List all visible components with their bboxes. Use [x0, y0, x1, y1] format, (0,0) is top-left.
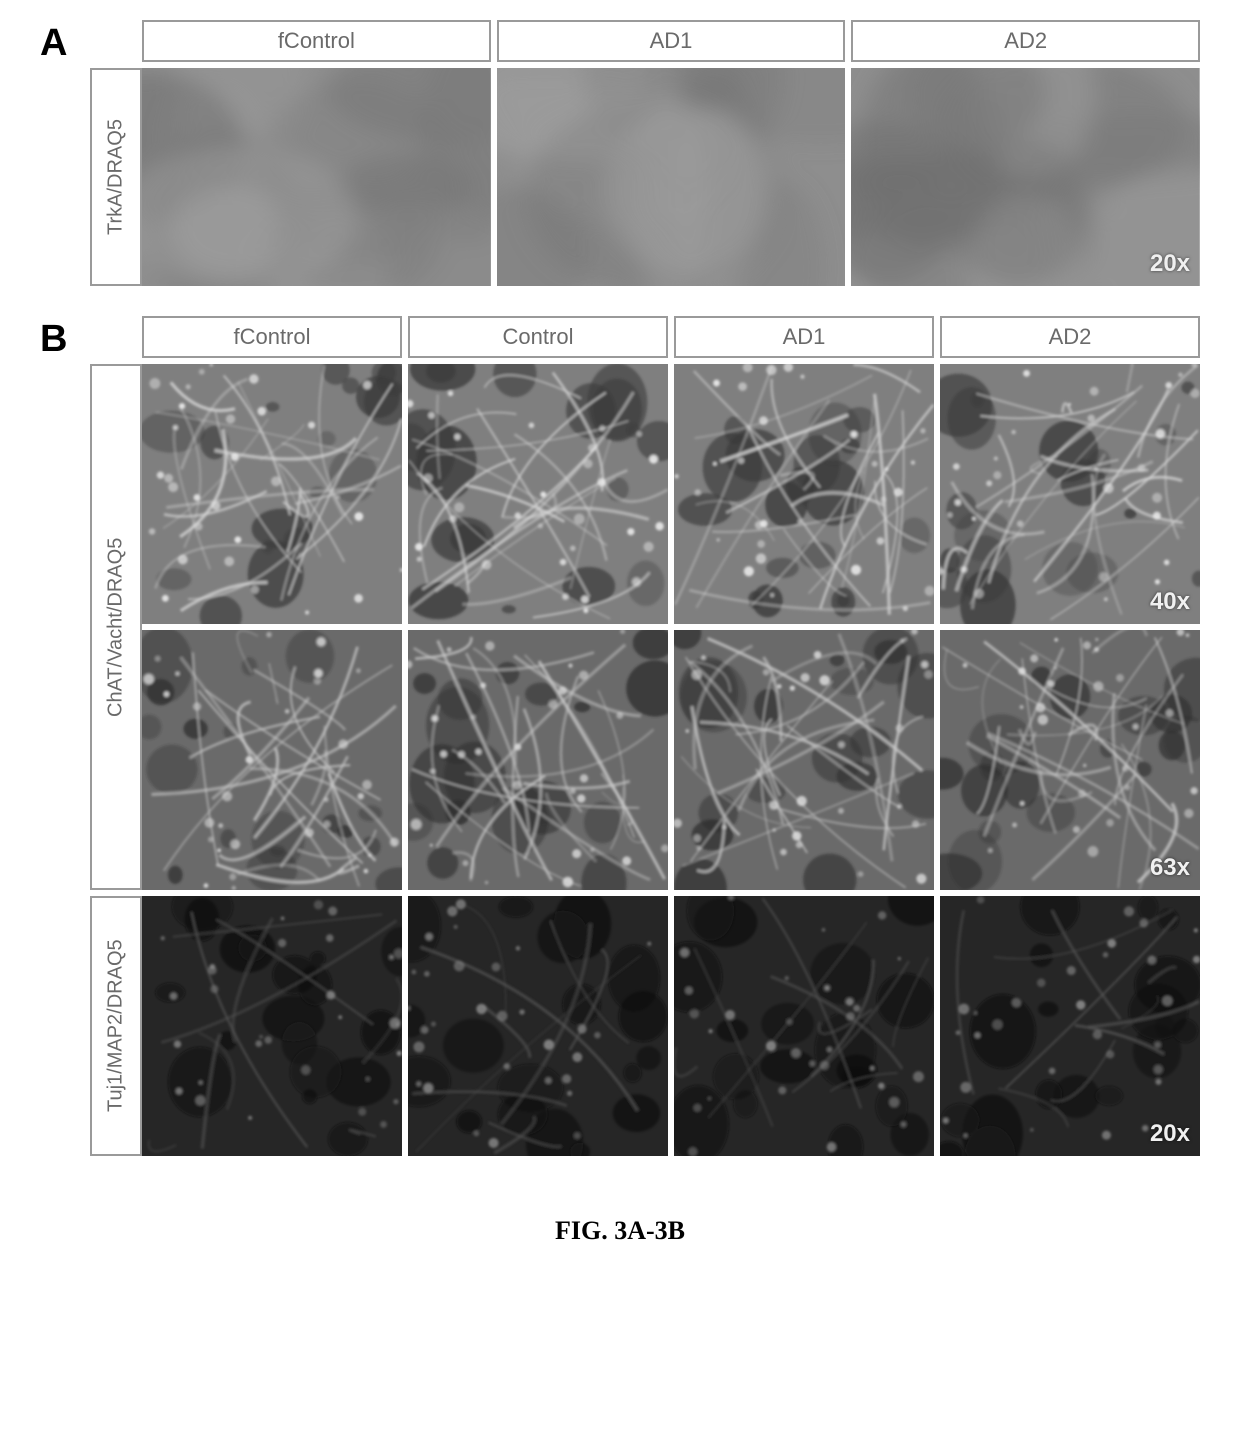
panel-b-col-header: AD1: [674, 316, 934, 358]
panel-b-col-header: Control: [408, 316, 668, 358]
panel-a-data-row: TrkA/DRAQ5 20x: [90, 68, 1200, 286]
panel-b-col-headers: fControlControlAD1AD2: [142, 316, 1200, 358]
panel-b-row-label: ChAT/Vacht/DRAQ5: [90, 364, 142, 890]
panel-b-letter: B: [40, 316, 90, 1156]
figure-container: A fControlAD1AD2 TrkA/DRAQ5 20x B fContr…: [40, 20, 1200, 1246]
panel-b-image-row: 63x: [142, 630, 1200, 890]
panel-b-header-row: fControlControlAD1AD2: [90, 316, 1200, 358]
panel-a-header-row: fControlAD1AD2: [90, 20, 1200, 62]
microscopy-cell: [142, 896, 402, 1156]
microscopy-cell: [408, 364, 668, 624]
panel-a-row-labels: TrkA/DRAQ5: [90, 68, 142, 286]
panel-a-body: fControlAD1AD2 TrkA/DRAQ5 20x: [90, 20, 1200, 286]
panel-a-row-label: TrkA/DRAQ5: [90, 68, 142, 286]
panel-b-col-header: fControl: [142, 316, 402, 358]
microscopy-cell: [497, 68, 846, 286]
microscopy-cell: [408, 896, 668, 1156]
panel-a-letter: A: [40, 20, 90, 286]
panel-b-data-row: ChAT/Vacht/DRAQ5 Tuj1/MAP2/DRAQ5 40x 63x 20…: [90, 364, 1200, 1156]
panel-b-image-row: 20x: [142, 896, 1200, 1156]
panel-a-col-headers: fControlAD1AD2: [142, 20, 1200, 62]
microscopy-cell: [674, 364, 934, 624]
microscopy-cell: [674, 896, 934, 1156]
microscopy-cell: [674, 630, 934, 890]
magnification-label: 40x: [1150, 588, 1190, 616]
panel-a-header-spacer: [90, 20, 142, 62]
panel-b-image-grid: 40x 63x 20x: [142, 364, 1200, 1156]
panel-b-image-row: 40x: [142, 364, 1200, 624]
microscopy-cell: [142, 364, 402, 624]
panel-a-col-header: AD1: [497, 20, 846, 62]
magnification-label: 20x: [1150, 1120, 1190, 1148]
panel-a-image-row: 20x: [142, 68, 1200, 286]
microscopy-cell: [142, 630, 402, 890]
microscopy-cell: 63x: [940, 630, 1200, 890]
panel-b: B fControlControlAD1AD2 ChAT/Vacht/DRAQ5…: [40, 316, 1200, 1156]
panel-a-image-grid: 20x: [142, 68, 1200, 286]
microscopy-cell: 40x: [940, 364, 1200, 624]
microscopy-cell: 20x: [851, 68, 1200, 286]
microscopy-cell: [142, 68, 491, 286]
panel-b-header-spacer: [90, 316, 142, 358]
panel-b-row-labels: ChAT/Vacht/DRAQ5 Tuj1/MAP2/DRAQ5: [90, 364, 142, 1156]
panel-a-col-header: fControl: [142, 20, 491, 62]
microscopy-cell: [408, 630, 668, 890]
magnification-label: 63x: [1150, 854, 1190, 882]
panel-b-body: fControlControlAD1AD2 ChAT/Vacht/DRAQ5 Tu…: [90, 316, 1200, 1156]
magnification-label: 20x: [1150, 250, 1190, 278]
microscopy-cell: 20x: [940, 896, 1200, 1156]
panel-b-col-header: AD2: [940, 316, 1200, 358]
figure-caption: FIG. 3A-3B: [40, 1216, 1200, 1246]
panel-a: A fControlAD1AD2 TrkA/DRAQ5 20x: [40, 20, 1200, 286]
panel-b-row-label: Tuj1/MAP2/DRAQ5: [90, 896, 142, 1156]
panel-a-col-header: AD2: [851, 20, 1200, 62]
